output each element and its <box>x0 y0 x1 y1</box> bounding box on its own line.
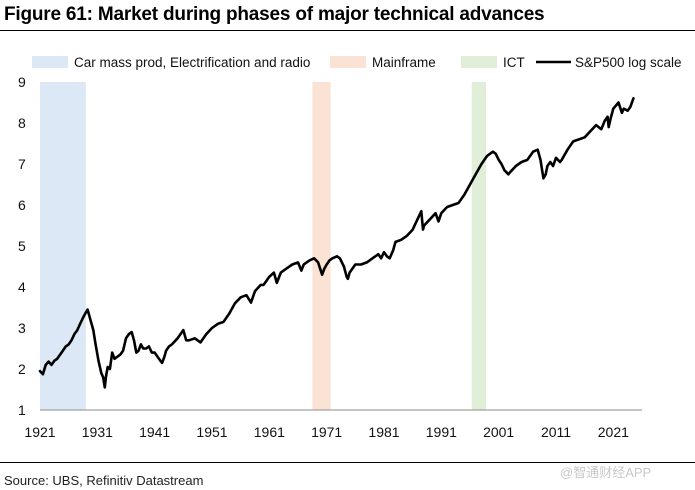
x-tick-label-1971: 1971 <box>311 424 342 440</box>
x-tick-label-1921: 1921 <box>24 424 55 440</box>
legend: Car mass prod, Electrification and radio… <box>32 55 682 70</box>
band-0 <box>40 82 86 410</box>
x-tick-label-1981: 1981 <box>368 424 399 440</box>
y-tick-label-1: 1 <box>18 402 26 418</box>
y-tick-label-2: 2 <box>18 361 26 377</box>
band-2 <box>471 82 487 410</box>
series-line-0 <box>38 97 635 389</box>
watermark: @智通财经APP <box>560 465 652 480</box>
x-tick-label-2011: 2011 <box>541 424 571 440</box>
legend-label-1: Mainframe <box>372 55 436 70</box>
figure-title: Figure 61: Market during phases of major… <box>4 4 545 25</box>
legend-label-2: ICT <box>503 55 525 70</box>
y-tick-label-3: 3 <box>18 320 26 336</box>
y-tick-label-6: 6 <box>18 197 26 213</box>
y-tick-label-8: 8 <box>18 115 26 131</box>
x-tick-label-2021: 2021 <box>598 424 629 440</box>
footer-rule <box>0 462 695 463</box>
x-tick-label-2001: 2001 <box>483 424 514 440</box>
title-rule <box>0 30 695 31</box>
legend-label-3: S&P500 log scale <box>575 55 682 70</box>
x-tick-label-1941: 1941 <box>139 424 170 440</box>
band-1 <box>312 82 331 410</box>
series-layer <box>38 97 635 389</box>
chart: 1 2 3 4 5 6 7 8 9 1921 1931 1941 1951 1961 1971 1981 199… <box>18 55 682 440</box>
x-tick-label-1931: 1931 <box>82 424 113 440</box>
x-tick-label-1961: 1961 <box>254 424 285 440</box>
bands-layer <box>40 82 487 410</box>
y-tick-label-7: 7 <box>18 156 26 172</box>
y-tick-label-4: 4 <box>18 279 26 295</box>
legend-swatch-0 <box>32 56 68 68</box>
x-tick-label-1951: 1951 <box>196 424 227 440</box>
y-tick-label-9: 9 <box>18 74 26 90</box>
source-note: Source: UBS, Refinitiv Datastream <box>4 473 204 488</box>
axes-layer: 1 2 3 4 5 6 7 8 9 1921 1931 1941 1951 1961 1971 1981 199… <box>18 74 642 440</box>
y-tick-label-5: 5 <box>18 238 26 254</box>
legend-swatch-2 <box>461 56 497 68</box>
x-tick-label-1991: 1991 <box>426 424 457 440</box>
legend-swatch-1 <box>330 56 366 68</box>
legend-label-0: Car mass prod, Electrification and radio <box>74 55 310 70</box>
